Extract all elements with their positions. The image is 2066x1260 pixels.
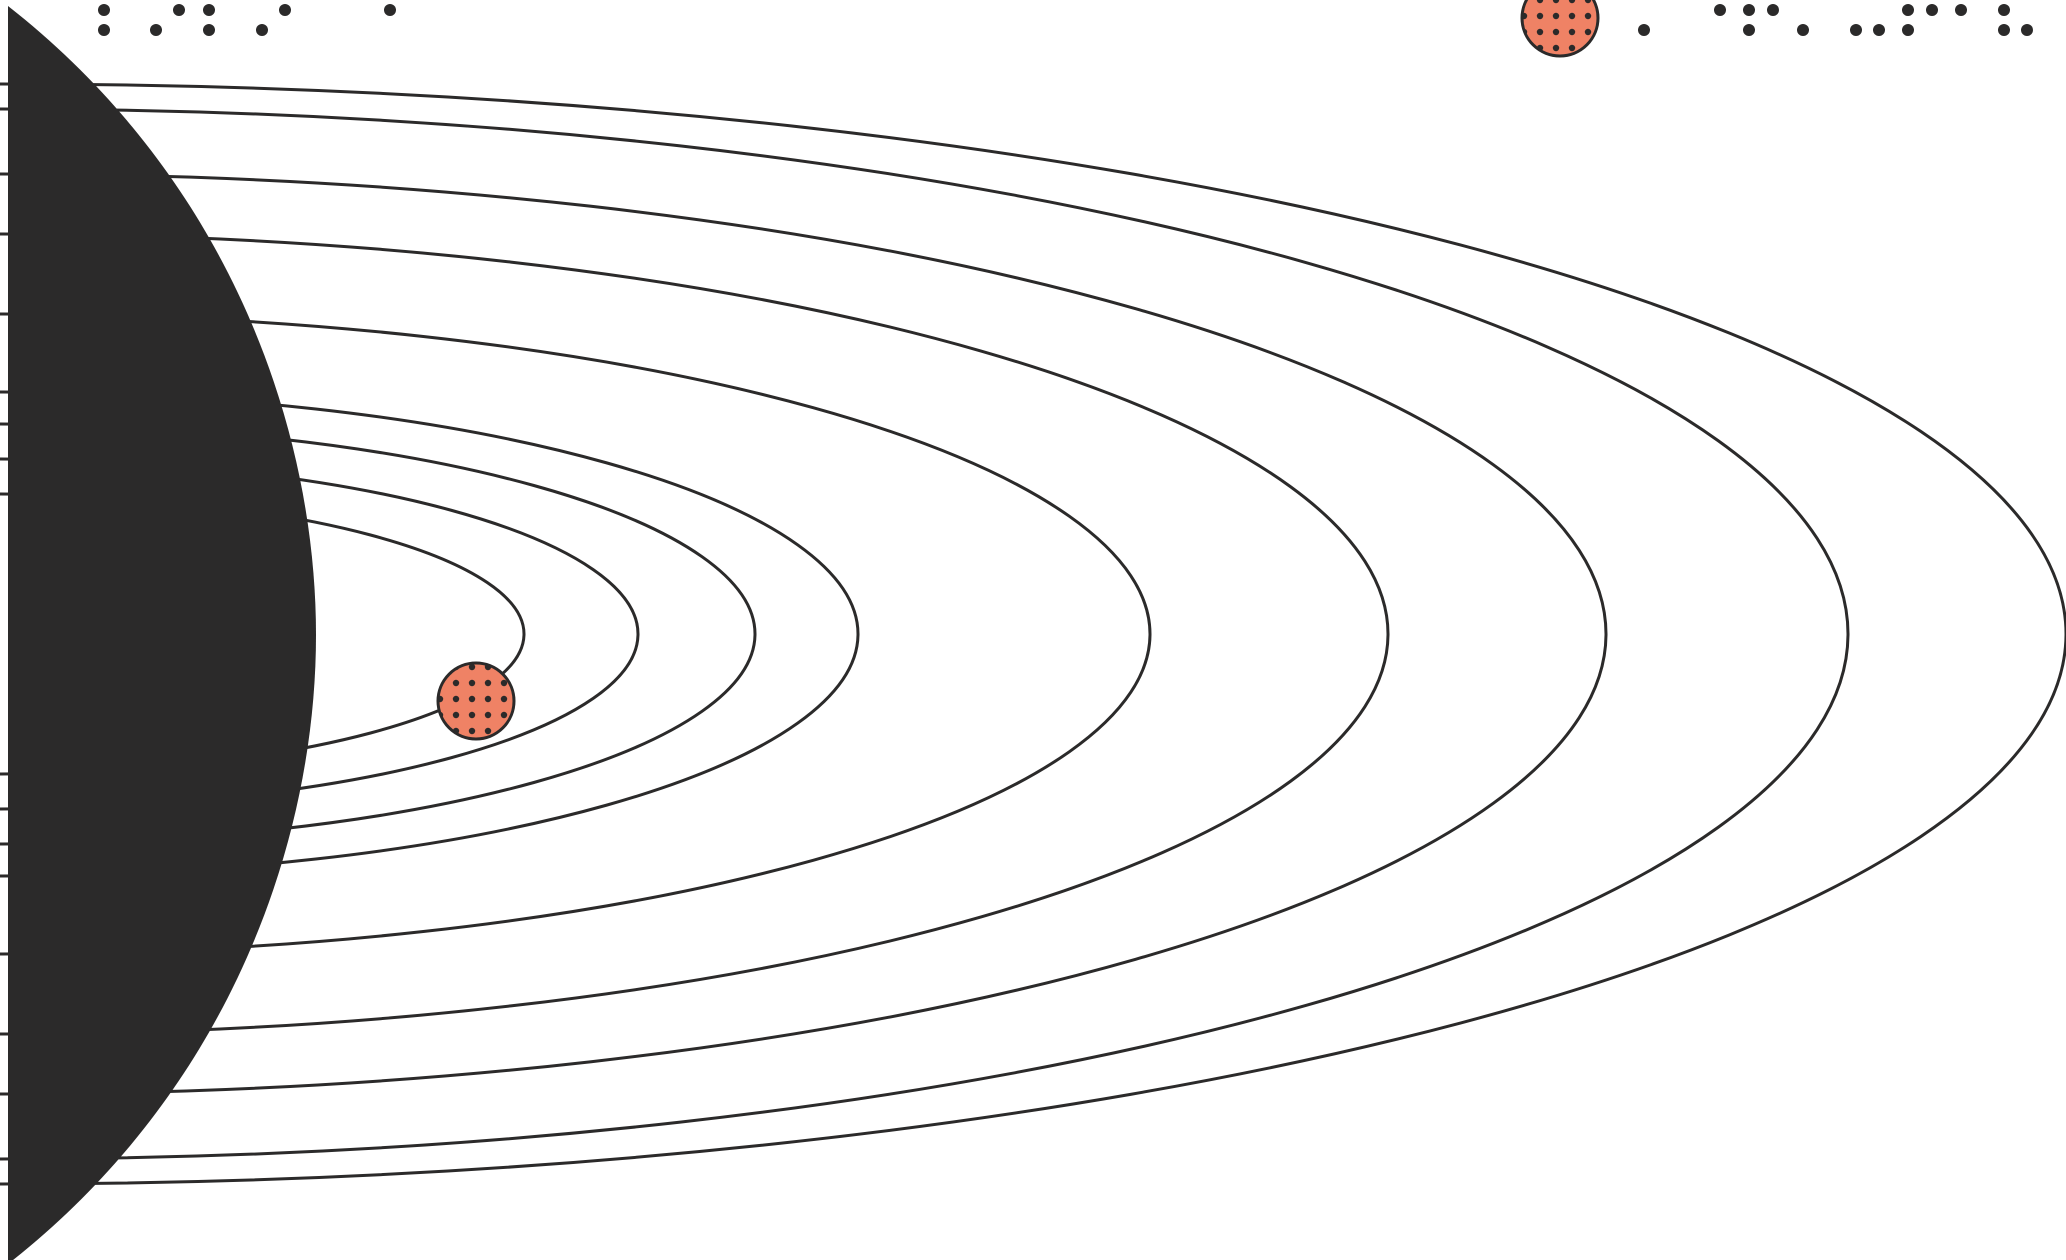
moon-dot (1522, 44, 1528, 52)
moon-dot (1584, 0, 1592, 4)
moon-dot (468, 663, 476, 671)
moon-dot (1584, 12, 1592, 20)
star-dot (173, 4, 185, 16)
moon-dot (468, 695, 476, 703)
moon-dot (438, 727, 444, 735)
moon-dot (500, 679, 508, 687)
orbit-ring (0, 232, 1390, 1036)
moon-dot (452, 695, 460, 703)
star-dot (1873, 24, 1885, 36)
star-dot (1638, 24, 1650, 36)
star-dot (1998, 4, 2010, 16)
star-dots-cluster (1638, 4, 2033, 36)
star-dot (1955, 4, 1967, 16)
orbit-ring (0, 312, 1152, 956)
moon-dot (1568, 0, 1576, 4)
moon-dot (1568, 44, 1576, 52)
star-dot (1743, 4, 1755, 16)
star-dot (98, 24, 110, 36)
moon-dot (452, 711, 460, 719)
moon-dot (1536, 0, 1544, 4)
moon-dot (484, 727, 492, 735)
moon-dot (1568, 28, 1576, 36)
orbit-ring (0, 172, 1608, 1096)
star-dot (1797, 24, 1809, 36)
moon-dot (438, 695, 444, 703)
star-dot (256, 24, 268, 36)
moon-dot (1522, 12, 1528, 20)
star-dot (1767, 4, 1779, 16)
moon-dot (468, 679, 476, 687)
moon-dot (1568, 12, 1576, 20)
orbit-ring (0, 422, 757, 846)
moon-dot (1552, 28, 1560, 36)
moon-dot (1552, 12, 1560, 20)
moon-dot (1536, 28, 1544, 36)
moon-dot (438, 663, 444, 671)
star-dot (203, 24, 215, 36)
star-dot (1926, 4, 1938, 16)
moon-dot (1584, 28, 1592, 36)
star-dot (384, 4, 396, 16)
moon-dot (1552, 0, 1560, 4)
star-dot (98, 4, 110, 16)
orbit-ring (0, 492, 526, 776)
dotted-moon-icon (1520, 0, 1600, 58)
orbit-ring (0, 107, 1849, 1161)
moon-dot (484, 679, 492, 687)
star-dot (203, 4, 215, 16)
star-dot (150, 24, 162, 36)
star-dot (1902, 24, 1914, 36)
star-dot (1998, 24, 2010, 36)
star-dot (1714, 4, 1726, 16)
orbit-ring (0, 457, 640, 811)
moon-dot (1552, 44, 1560, 52)
moon-dot (484, 695, 492, 703)
star-dot (1743, 24, 1755, 36)
orbit-ring (0, 390, 860, 878)
star-dot (1850, 24, 1862, 36)
moon-dot (500, 711, 508, 719)
star-dots-cluster (98, 4, 396, 36)
star-dot (1902, 4, 1914, 16)
orbit-rings (0, 82, 2066, 1186)
planet-icon (8, 6, 316, 1260)
moon-dot (484, 711, 492, 719)
star-dot (279, 4, 291, 16)
moon-dot (1536, 12, 1544, 20)
moon-dot (468, 711, 476, 719)
moon-dot (500, 695, 508, 703)
star-dot (2021, 24, 2033, 36)
moon-dot (452, 679, 460, 687)
moon-dot (468, 727, 476, 735)
dotted-moon-icon (436, 661, 516, 741)
